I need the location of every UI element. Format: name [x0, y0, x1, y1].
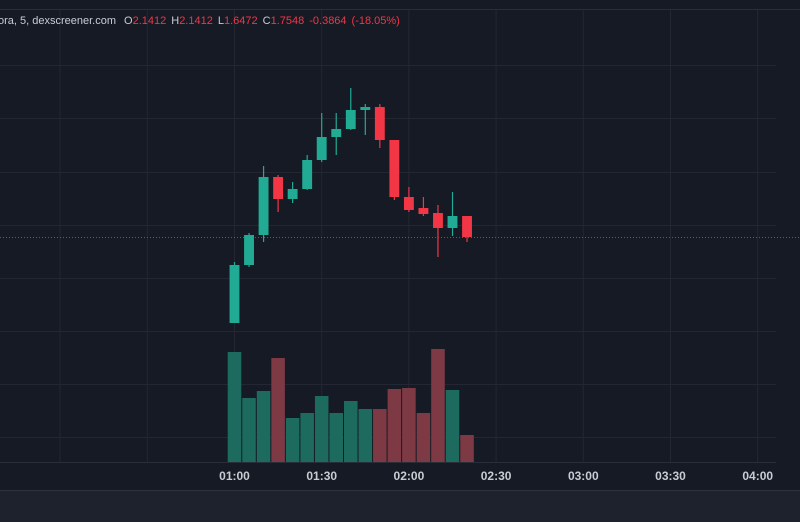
- candle-body: [331, 129, 342, 137]
- ohlc-value: 2.1412: [179, 15, 213, 27]
- candle-body: [345, 110, 356, 129]
- volume-bar: [445, 390, 460, 462]
- volume-bar: [314, 396, 329, 462]
- volume-bar: [242, 398, 256, 462]
- x-tick-label: 03:30: [655, 469, 686, 483]
- candle-body: [433, 213, 443, 228]
- candle-body: [418, 208, 429, 214]
- ohlc-key: O: [124, 15, 133, 27]
- volume-bar: [460, 435, 474, 462]
- volume-bar: [271, 358, 285, 462]
- volume: [227, 349, 474, 462]
- volume-bar: [227, 352, 242, 462]
- volume-bar: [416, 413, 431, 462]
- candle-body: [244, 235, 254, 265]
- ohlc-key: C: [263, 15, 271, 27]
- x-axis: 01:00 01:30 02:00 02:30 03:00 03:30 04:00: [219, 469, 773, 483]
- volume-bar: [431, 349, 445, 462]
- x-tick-label: 02:30: [481, 469, 512, 483]
- ohlc-value: 2.1412: [133, 15, 167, 27]
- candle-body: [403, 197, 414, 210]
- x-tick-label: 01:00: [219, 469, 250, 483]
- candle-body: [258, 177, 269, 235]
- volume-bar: [285, 418, 300, 462]
- bottom-strip: [0, 490, 800, 522]
- volume-bar: [373, 409, 387, 462]
- candle-body: [462, 216, 472, 237]
- ohlc-value: 1.6472: [224, 15, 258, 27]
- candle-body: [229, 265, 240, 323]
- header: ora, 5, dexscreener.com O 2.1412 H 2.1412 L 1…: [0, 15, 400, 27]
- source: ora, 5, dexscreener.com: [0, 15, 116, 27]
- x-tick-label: 02:00: [394, 469, 425, 483]
- change-pct: (-18.05%): [352, 15, 400, 27]
- candle-body: [360, 107, 371, 110]
- volume-bar: [300, 413, 314, 462]
- volume-bar: [358, 409, 373, 462]
- volume-bar: [387, 389, 402, 462]
- candle-body: [273, 177, 284, 199]
- candle-body: [316, 137, 327, 160]
- change: -0.3864: [309, 15, 346, 27]
- candle-body: [287, 189, 298, 199]
- candle-body: [447, 216, 458, 228]
- volume-bar: [344, 401, 358, 462]
- candle-body: [302, 160, 313, 189]
- candle-body: [389, 140, 400, 197]
- x-tick-label: 03:00: [568, 469, 599, 483]
- x-tick-label: 01:30: [306, 469, 337, 483]
- candles: [0, 88, 800, 323]
- x-tick-label: 04:00: [742, 469, 773, 483]
- volume-bar: [256, 391, 271, 462]
- ohlc-key: H: [171, 15, 179, 27]
- ohlc-value: 1.7548: [271, 15, 305, 27]
- candle-body: [374, 107, 385, 140]
- volume-bar: [329, 413, 343, 462]
- ohlc-key: L: [218, 15, 224, 27]
- volume-bar: [402, 388, 416, 462]
